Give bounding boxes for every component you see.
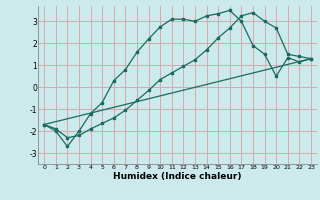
- X-axis label: Humidex (Indice chaleur): Humidex (Indice chaleur): [113, 172, 242, 181]
